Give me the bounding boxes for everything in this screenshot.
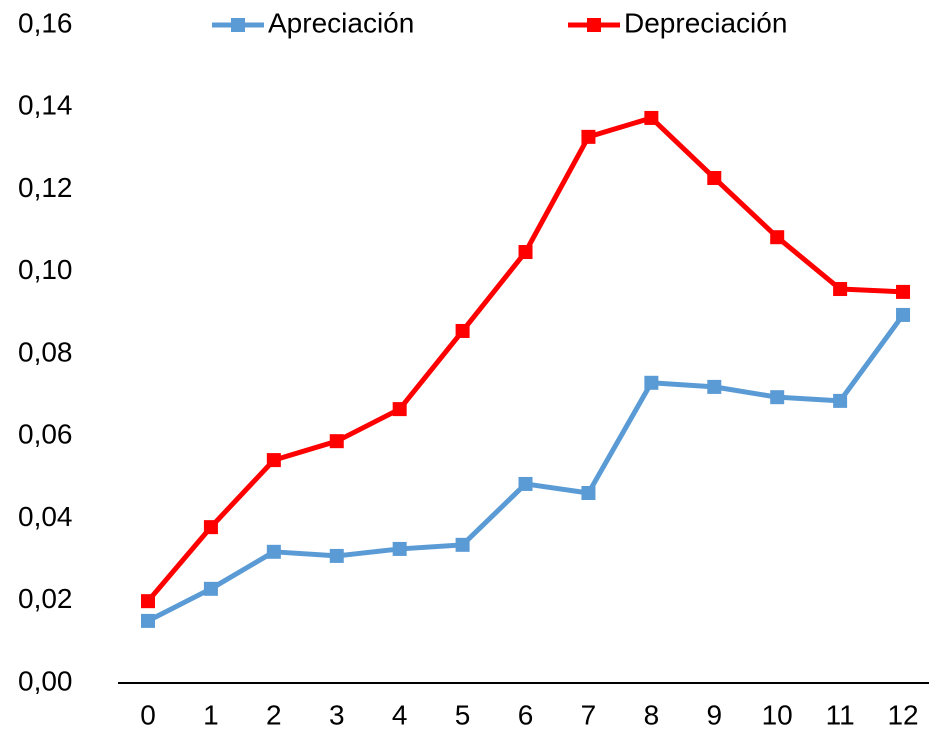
y-tick-label: 0,02 [18,583,73,614]
marker [770,230,785,245]
marker [329,434,344,449]
series-line [146,313,906,624]
y-tick-label: 0,12 [18,172,73,203]
legend-label: Apreciación [268,7,414,38]
x-tick-label: 11 [826,699,855,730]
x-tick-label: 4 [392,699,408,730]
x-tick-label: 3 [329,699,345,730]
marker [644,110,659,125]
marker [518,245,533,260]
x-tick-label: 7 [581,699,597,730]
marker [833,393,848,408]
marker [203,520,218,535]
marker [392,541,407,556]
x-tick-label: 0 [140,699,156,730]
y-tick-label: 0,04 [18,501,73,532]
marker [266,544,281,559]
marker [644,375,659,390]
marker [896,307,911,322]
marker [518,476,533,491]
marker [455,537,470,552]
marker [770,390,785,405]
x-tick-label: 9 [706,699,722,730]
marker [141,613,155,628]
x-tick-label: 8 [644,699,660,730]
marker [141,594,155,609]
legend-marker [231,18,245,32]
legend-marker [587,18,601,32]
y-tick-label: 0,16 [18,7,73,38]
marker [329,548,344,563]
x-tick-label: 2 [266,699,282,730]
marker [392,402,407,417]
y-tick-label: 0,14 [18,90,73,121]
x-tick-label: 10 [762,699,793,730]
x-tick-label: 5 [455,699,471,730]
legend-label: Depreciación [624,7,787,38]
x-tick-label: 12 [887,699,918,730]
marker [581,129,596,144]
marker [581,486,596,501]
marker [707,379,722,394]
y-tick-label: 0,06 [18,419,73,450]
marker [203,581,218,596]
marker [707,170,722,185]
marker [896,284,911,299]
marker [455,323,470,338]
x-tick-label: 6 [518,699,534,730]
marker [266,453,281,468]
x-tick-label: 1 [203,699,219,730]
y-tick-label: 0,00 [18,665,73,696]
series-line [146,115,904,603]
y-tick-label: 0,10 [18,254,73,285]
y-tick-label: 0,08 [18,336,73,367]
marker [833,282,848,297]
